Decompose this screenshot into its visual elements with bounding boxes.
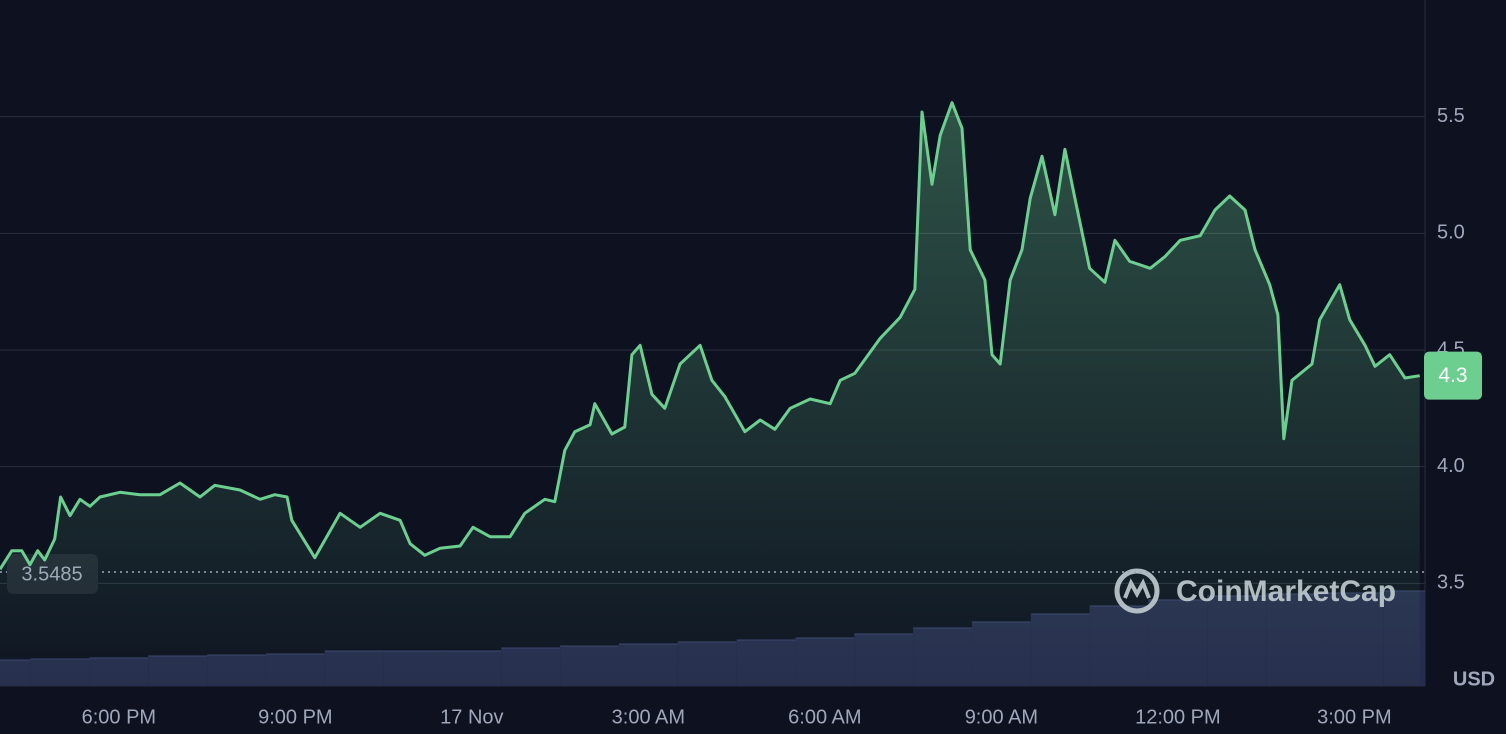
x-tick-label: 9:00 AM [965, 706, 1038, 728]
x-tick-label: 12:00 PM [1135, 706, 1221, 728]
x-tick-label: 6:00 AM [788, 706, 861, 728]
current-price-label: 4.3 [1438, 364, 1467, 387]
x-tick-label: 9:00 PM [258, 706, 332, 728]
x-tick-label: 3:00 AM [612, 706, 685, 728]
y-tick-label: 3.5 [1437, 572, 1465, 594]
y-tick-label: 5.5 [1437, 105, 1465, 127]
price-line [0, 101, 1420, 571]
x-tick-label: 17 Nov [440, 706, 503, 728]
y-tick-label: 5.0 [1437, 222, 1465, 244]
x-tick-label: 3:00 PM [1317, 706, 1391, 728]
current-price-tag [1424, 351, 1482, 400]
y-tick-label: 4.0 [1437, 455, 1465, 477]
currency-label: USD [1453, 668, 1495, 690]
price-area [0, 102, 1420, 686]
x-tick-label: 6:00 PM [82, 706, 156, 728]
